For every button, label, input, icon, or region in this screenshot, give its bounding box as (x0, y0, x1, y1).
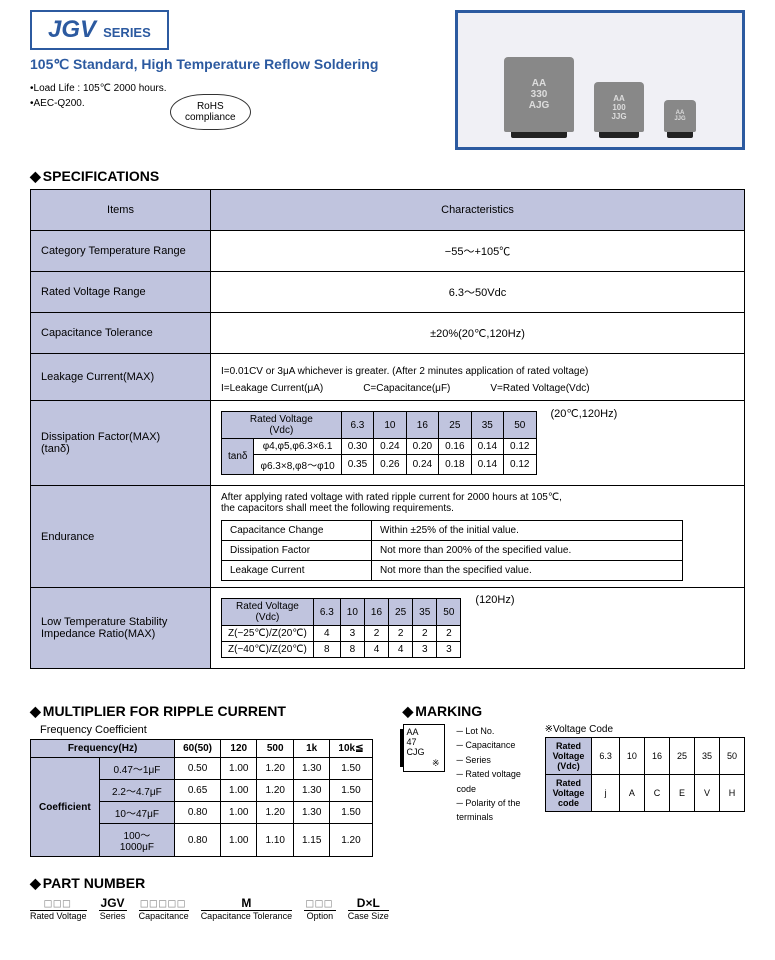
section-partnum: PART NUMBER (30, 875, 745, 892)
spec-row: Low Temperature Stability Impedance Rati… (31, 588, 211, 669)
subtitle: 105℃ Standard, High Temperature Reflow S… (30, 56, 455, 73)
voltage-code-title: ※Voltage Code (545, 724, 745, 735)
voltage-code-table: Rated Voltage (Vdc) 6.31016253550 Rated … (545, 737, 745, 812)
series-suffix: SERIES (103, 25, 151, 40)
spec-row: Leakage Current(MAX) (31, 354, 211, 401)
marking-diagram: AA47CJG ※ (403, 724, 445, 772)
note-loadlife: •Load Life : 105℃ 2000 hours. (30, 81, 455, 96)
series-badge: JGV SERIES (30, 10, 169, 50)
capacitor-medium-icon: AA100JJG (594, 82, 644, 132)
spec-row: Endurance (31, 486, 211, 588)
dissipation-table: Rated Voltage (Vdc) 6.31016253550 tanδφ4… (221, 411, 537, 475)
specifications-table: ItemsCharacteristics Category Temperatur… (30, 189, 745, 669)
series-name: JGV (48, 16, 96, 43)
spec-row: Rated Voltage Range (31, 272, 211, 313)
product-image: AA330AJG AA100JJG AAJJG (455, 10, 745, 150)
section-marking: MARKING (403, 703, 746, 720)
ripple-subtitle: Frequency Coefficient (40, 724, 373, 736)
partnumber-format: □□□Rated Voltage JGVSeries □□□□□Capacita… (30, 896, 745, 921)
ripple-table: Frequency(Hz) 60(50)1205001k10k≦ Coeffic… (30, 739, 373, 857)
section-ripple: MULTIPLIER FOR RIPPLE CURRENT (30, 703, 373, 720)
rohs-badge: RoHS compliance (170, 94, 251, 130)
endurance-table: Capacitance ChangeWithin ±25% of the ini… (221, 520, 683, 581)
spec-row: Category Temperature Range (31, 231, 211, 272)
section-specs: SPECIFICATIONS (30, 168, 745, 185)
spec-row: Capacitance Tolerance (31, 313, 211, 354)
lowtemp-table: Rated Voltage (Vdc) 6.31016253550 Z(−25℃… (221, 598, 461, 658)
spec-row: Dissipation Factor(MAX) (tanδ) (31, 401, 211, 486)
capacitor-small-icon: AAJJG (664, 100, 696, 132)
capacitor-large-icon: AA330AJG (504, 57, 574, 132)
marking-labels: ─ Lot No. ─ Capacitance ─ Series ─ Rated… (457, 724, 533, 825)
